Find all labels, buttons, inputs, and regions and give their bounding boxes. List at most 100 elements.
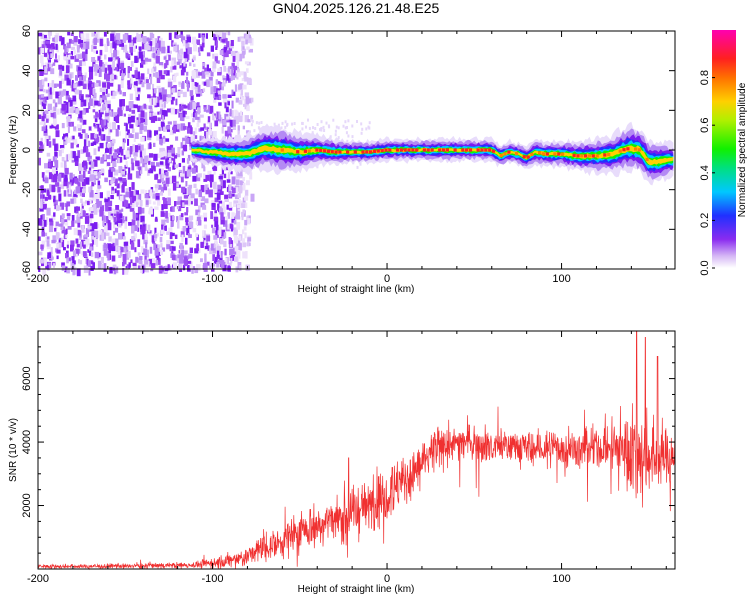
noise-cell: [136, 94, 140, 101]
noise-cell: [165, 182, 170, 187]
noise-cell: [114, 178, 118, 186]
noise-cell: [159, 136, 163, 145]
signal-peak-cell: [330, 150, 334, 154]
noise-cell: [171, 254, 176, 260]
noise-cell: [128, 133, 132, 138]
noise-cell: [70, 51, 73, 56]
noise-cell: [123, 122, 128, 126]
noise-cell: [138, 166, 142, 171]
noise-cell: [141, 246, 144, 253]
noise-cell: [66, 213, 71, 217]
signal-peak-cell: [369, 150, 373, 154]
noise-cell: [38, 236, 41, 241]
noise-cell: [129, 41, 133, 50]
noise-cell: [203, 236, 208, 244]
noise-cell: [70, 56, 75, 60]
noise-cell: [135, 202, 139, 206]
noise-cell: [167, 197, 171, 205]
noise-cell: [92, 59, 96, 67]
noise-cell: [209, 174, 214, 183]
noise-cell: [73, 49, 76, 55]
noise-cell: [161, 125, 164, 131]
noise-cell: [50, 53, 54, 58]
noise-cell: [43, 142, 46, 151]
noise-cell: [368, 121, 371, 125]
noise-cell: [162, 102, 165, 111]
noise-cell: [213, 188, 218, 194]
noise-cell: [234, 246, 239, 252]
noise-cell: [40, 215, 43, 220]
noise-cell: [137, 265, 141, 269]
noise-cell: [155, 48, 159, 54]
noise-cell: [139, 256, 143, 261]
noise-cell: [128, 262, 131, 268]
noise-cell: [60, 172, 64, 178]
noise-cell: [194, 135, 198, 139]
noise-cell: [212, 254, 215, 261]
noise-cell: [93, 46, 97, 50]
noise-cell: [184, 135, 189, 140]
noise-cell: [49, 82, 54, 90]
noise-cell: [244, 115, 249, 123]
noise-cell: [122, 219, 126, 224]
noise-cell: [196, 122, 200, 128]
noise-cell: [169, 232, 173, 240]
noise-cell: [161, 247, 166, 252]
colorbar-tick-label: 0.4: [699, 165, 711, 180]
noise-cell: [190, 127, 193, 135]
noise-cell: [94, 194, 99, 202]
noise-cell: [231, 100, 234, 109]
noise-cell: [345, 131, 348, 135]
noise-cell: [71, 80, 74, 87]
noise-cell: [197, 219, 202, 226]
noise-cell: [71, 215, 75, 222]
noise-cell: [103, 242, 107, 249]
noise-cell: [65, 65, 70, 74]
noise-cell: [130, 158, 134, 164]
noise-cell: [160, 108, 163, 115]
noise-cell: [126, 129, 130, 136]
noise-cell: [59, 35, 63, 42]
noise-cell: [320, 127, 323, 130]
noise-cell: [114, 188, 117, 194]
noise-cell: [104, 121, 109, 127]
noise-cell: [75, 206, 80, 211]
noise-cell: [97, 56, 101, 61]
noise-cell: [236, 204, 242, 209]
noise-cell: [141, 41, 146, 50]
noise-cell: [185, 181, 188, 187]
noise-cell: [198, 248, 201, 253]
noise-cell: [243, 39, 248, 45]
noise-cell: [187, 154, 191, 161]
noise-cell: [238, 265, 242, 271]
noise-cell: [167, 78, 172, 82]
noise-cell: [140, 110, 145, 118]
noise-cell: [231, 110, 234, 118]
noise-cell: [173, 262, 178, 268]
noise-cell: [360, 131, 363, 135]
noise-cell: [184, 250, 188, 255]
noise-cell: [113, 216, 117, 223]
noise-cell: [56, 243, 59, 248]
noise-cell: [93, 148, 97, 156]
noise-cell: [202, 35, 205, 43]
noise-cell: [181, 150, 184, 156]
noise-cell: [94, 100, 99, 106]
noise-cell: [50, 68, 55, 75]
noise-cell: [137, 87, 141, 92]
noise-cell: [55, 223, 58, 229]
noise-cell: [99, 209, 104, 217]
noise-cell: [85, 228, 90, 236]
noise-cell: [61, 230, 66, 234]
noise-cell: [121, 215, 125, 221]
noise-cell: [172, 65, 177, 70]
noise-cell: [112, 122, 116, 130]
noise-cell: [138, 262, 143, 268]
noise-cell: [216, 192, 221, 200]
noise-cell: [79, 90, 82, 98]
noise-cell: [151, 263, 156, 269]
signal-peak-cell: [468, 148, 473, 152]
noise-cell: [57, 187, 61, 193]
noise-cell: [205, 184, 208, 190]
